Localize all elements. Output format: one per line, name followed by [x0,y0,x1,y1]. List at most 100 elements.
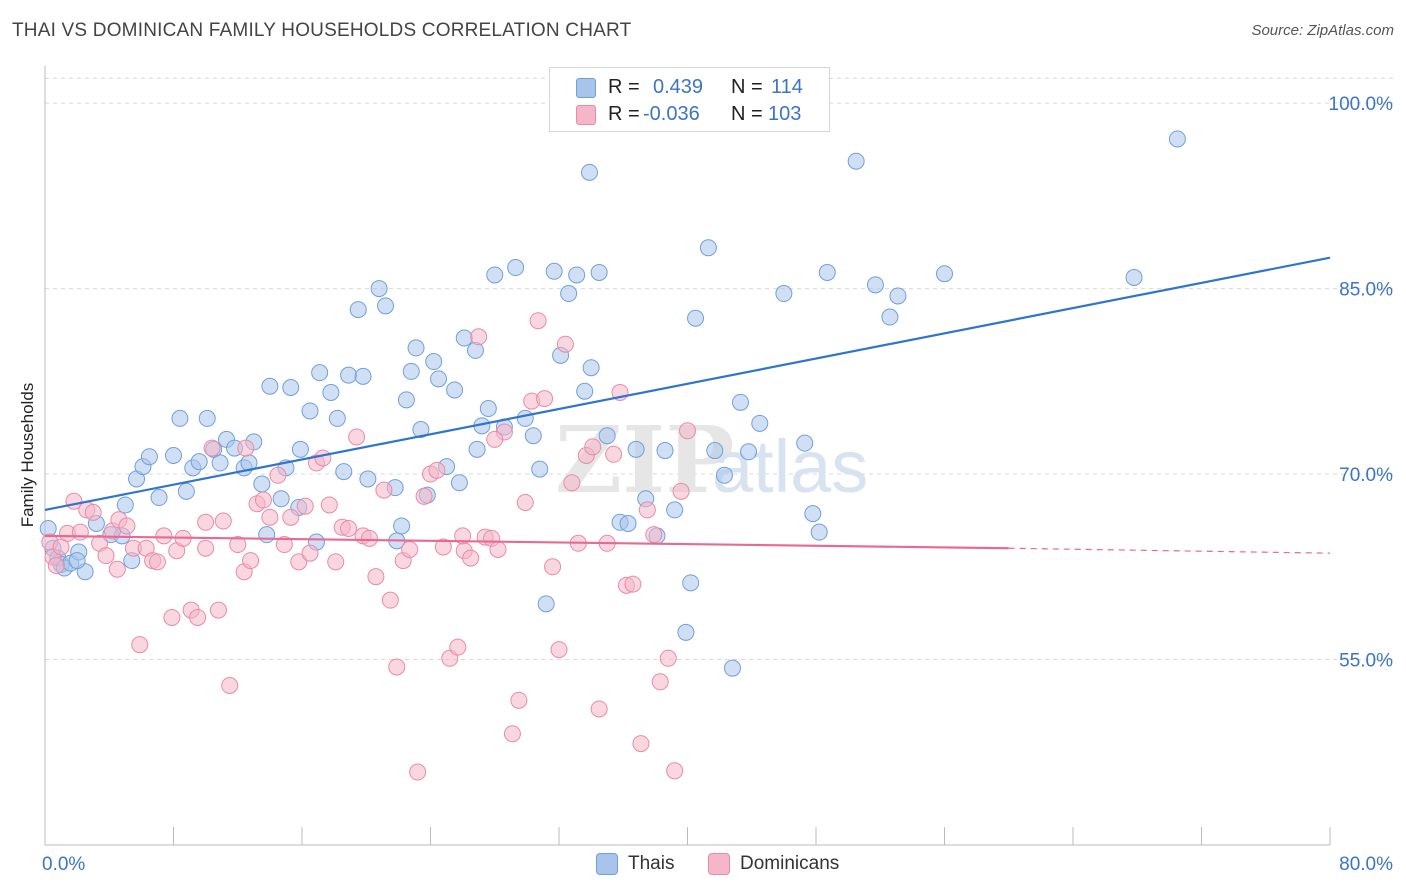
dominican-point [320,496,338,514]
thai-point [810,523,828,541]
dominican-point [282,508,300,526]
thai-point [866,276,884,294]
dominican-point [563,474,581,492]
thai-point [545,262,563,280]
legend-r-label: R = [608,102,640,125]
thai-point [402,362,420,380]
legend-n-label: N = [731,75,763,98]
thai-point [723,659,741,677]
dominican-point [645,526,663,544]
thai-point [165,447,182,464]
dominican-point [155,527,173,545]
thai-point [177,482,195,500]
thai-point [150,489,168,507]
dominican-point [536,390,554,408]
dominican-point [666,762,684,780]
thai-point [349,301,367,319]
thai-point [301,402,319,420]
thai-point [560,285,578,303]
dominican-point [462,549,480,567]
thai-point [407,339,425,357]
thai-point [198,409,216,427]
legend-item-dominicans: Dominicans [708,852,839,876]
dominican-point [275,536,293,554]
thai-point [328,409,346,427]
thai-point [446,381,464,399]
dominican-point [550,641,568,659]
tick-labels: 55.0% 70.0% 85.0% 100.0% 0.0% 80.0% [42,94,1393,875]
dominican-point [131,636,149,654]
dominican-point [388,658,406,676]
thai-point [272,490,290,508]
thai-point [116,496,134,514]
dominican-point [314,449,332,467]
dominican-point [47,557,65,575]
thai-point [171,409,189,427]
dominican-point [409,763,427,781]
thai-point [889,287,907,305]
dominican-point [214,512,232,530]
thai-point [740,443,758,461]
dominican-point [489,540,507,558]
thai-point [524,427,542,445]
thai-point [804,505,822,523]
thai-point [354,367,372,385]
dominican-point [367,568,385,586]
thai-point [516,409,534,427]
thai-point [576,382,594,400]
thai-point [507,259,525,277]
thai-point [732,393,750,411]
legend-n-value: 114 [771,75,803,98]
thai-point [211,454,229,472]
thai-point [936,265,953,283]
dominican-point [261,508,279,526]
dominican-point [415,487,433,505]
legend-n-label: N = [731,102,763,125]
thai-point [627,440,645,458]
thai-point [775,285,793,303]
trend-lines [44,256,1331,554]
thai-point [751,414,769,432]
legend-swatch-dominicans-bottom [708,853,730,875]
dominican-point [544,558,562,576]
thai-point [359,470,377,488]
chart-source: Source: ZipAtlas.com [1251,22,1394,39]
thai-point [796,434,814,452]
dominican-point [301,544,319,562]
thai-point [190,453,208,471]
dominican-point [71,523,89,541]
legend-label-thais: Thais [628,853,675,874]
dominican-point [381,591,399,609]
thai-point [715,466,733,484]
x-tick-label: 80.0% [1339,854,1393,875]
thai-point [590,263,608,281]
axes [44,66,1331,846]
dominican-point [340,519,358,537]
dominican-point [118,517,136,535]
thai-point [377,297,395,315]
legend-r-value: -0.036 [643,102,700,125]
dominican-point [148,553,166,571]
watermark-atlas: atlas [712,425,868,508]
dominican-point [556,335,574,353]
thai-point [598,427,616,445]
thai-point [1125,268,1143,286]
dominican-point [375,481,393,499]
dominican-point [97,547,115,565]
dominican-point [679,422,696,440]
dominican-point [516,493,534,511]
y-tick-label: 100.0% [1329,94,1394,115]
dominican-point [269,466,287,484]
dominican-point [296,497,314,515]
dominican-point [237,439,255,457]
dominican-trend-line [44,534,1009,550]
thai-point [335,463,353,481]
legend-item-thais: Thais [596,852,674,876]
y-tick-label: 85.0% [1339,280,1393,301]
thai-point [450,474,468,492]
dominican-point [454,527,472,545]
dominican-point [590,700,608,718]
dominican-point [197,513,215,531]
thai-point [568,266,586,284]
dominican-point [624,575,642,593]
